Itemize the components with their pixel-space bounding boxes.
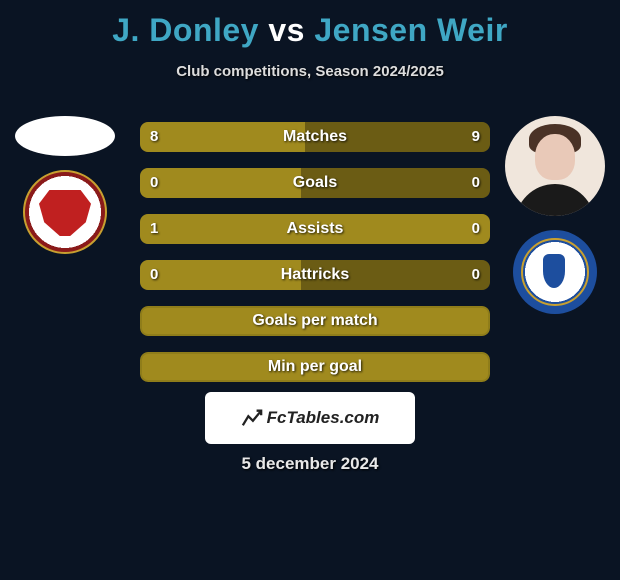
stat-row: 1Assists0: [140, 214, 490, 244]
stat-row: 0Goals0: [140, 168, 490, 198]
stat-label: Goals: [140, 168, 490, 198]
stat-row: 8Matches9: [140, 122, 490, 152]
stat-label: Hattricks: [140, 260, 490, 290]
logo-icon: [241, 407, 263, 429]
watermark: FcTables.com: [205, 392, 415, 444]
stat-right-value: 9: [462, 122, 490, 152]
stat-label: Matches: [140, 122, 490, 152]
player1-club-crest: [23, 170, 107, 254]
stat-right-value: 0: [462, 214, 490, 244]
stat-row: 0Hattricks0: [140, 260, 490, 290]
stat-label: Assists: [140, 214, 490, 244]
player1-name: J. Donley: [112, 12, 259, 48]
date: 5 december 2024: [0, 454, 620, 474]
player2-name: Jensen Weir: [314, 12, 507, 48]
vs-text: vs: [268, 12, 305, 48]
watermark-text: FcTables.com: [267, 408, 380, 428]
stat-row-full: Min per goal: [140, 352, 490, 382]
stat-bars: 8Matches90Goals01Assists00Hattricks0Goal…: [140, 122, 490, 398]
stat-right-value: 0: [462, 260, 490, 290]
player2-club-crest: [513, 230, 597, 314]
stat-label: Min per goal: [140, 352, 490, 382]
right-column: [500, 116, 610, 314]
stat-right-value: 0: [462, 168, 490, 198]
left-column: [10, 116, 120, 254]
stat-row-full: Goals per match: [140, 306, 490, 336]
player2-avatar: [505, 116, 605, 216]
player1-avatar: [15, 116, 115, 156]
subtitle: Club competitions, Season 2024/2025: [0, 63, 620, 80]
comparison-title: J. Donley vs Jensen Weir: [0, 0, 620, 49]
stat-label: Goals per match: [140, 306, 490, 336]
